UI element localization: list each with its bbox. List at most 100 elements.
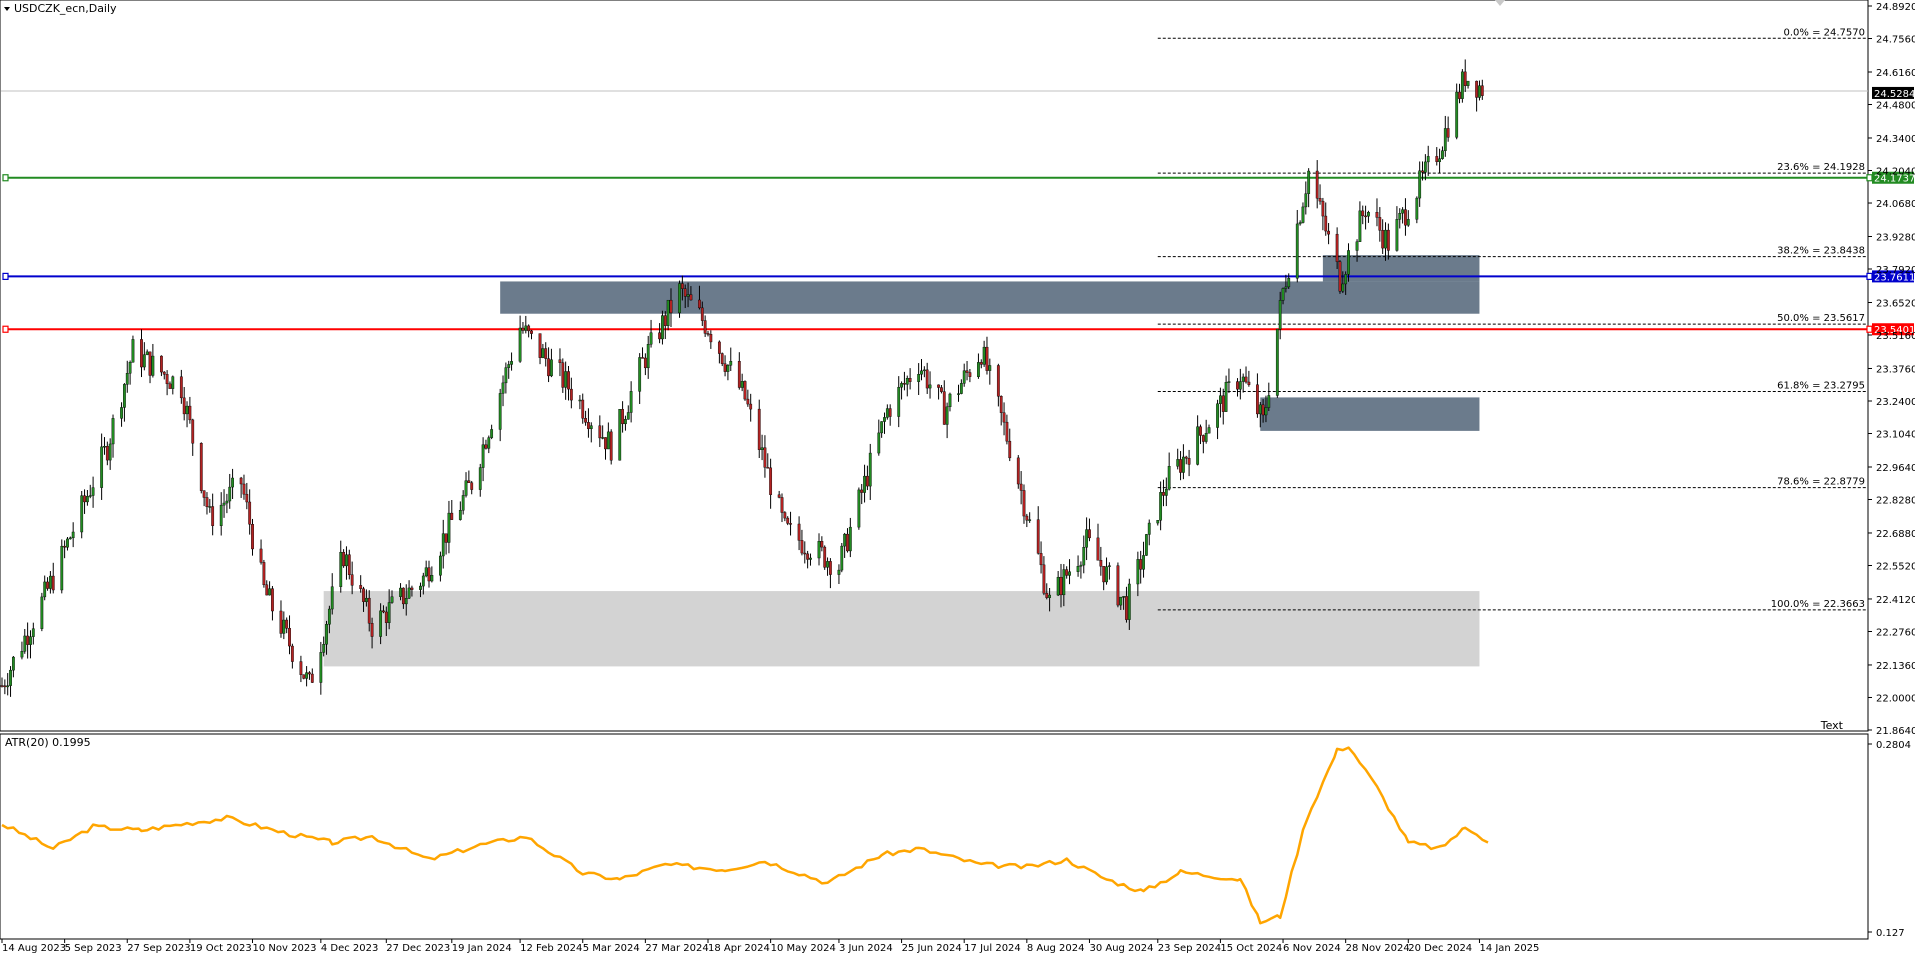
candle <box>840 542 844 573</box>
bull-candle-body <box>1119 596 1123 606</box>
candle <box>717 340 721 364</box>
bear-candle-body <box>279 610 283 634</box>
candle <box>646 335 650 379</box>
bull-candle-body <box>1415 197 1419 220</box>
bull-candle-body <box>424 567 428 577</box>
candle <box>709 330 713 349</box>
candle <box>179 369 183 404</box>
atr-panel-frame <box>0 733 1869 940</box>
bull-candle-body <box>507 364 511 368</box>
shift-marker-icon[interactable] <box>1495 0 1505 6</box>
candle <box>111 414 115 458</box>
line-handle-icon[interactable] <box>2 272 9 281</box>
bear-candle-body <box>310 673 314 683</box>
date-tick-label: 8 Aug 2024 <box>1027 943 1085 954</box>
candle <box>544 342 548 367</box>
candle <box>1238 368 1242 400</box>
bear-candle-body <box>940 387 943 392</box>
bear-candle-body <box>308 672 311 675</box>
date-tick-label: 10 May 2024 <box>771 943 836 954</box>
candle <box>1415 196 1419 224</box>
line-handle-icon[interactable] <box>1866 325 1873 333</box>
bear-candle-body <box>1199 426 1202 436</box>
date-tick-label: 5 Mar 2024 <box>583 943 640 954</box>
candle <box>1295 209 1299 283</box>
price-tick-label: 22.0000 <box>1876 693 1915 704</box>
bull-candle-body <box>419 585 422 590</box>
text-button[interactable]: Text <box>1820 719 1844 732</box>
bull-candle-body <box>6 685 10 688</box>
bull-candle-body <box>9 669 12 686</box>
bear-candle-body <box>1421 170 1424 173</box>
price-panel[interactable]: 0.0% = 24.7570 23.6% = 24.1928 38.2% = 23.… <box>0 0 1915 737</box>
bull-candle-body <box>883 417 886 422</box>
bull-candle-body <box>897 386 901 417</box>
price-tick-label: 23.9280 <box>1876 232 1915 243</box>
title-dropdown-icon[interactable] <box>4 7 10 11</box>
candle <box>1275 328 1279 398</box>
line-handle-icon[interactable] <box>2 174 9 182</box>
candle <box>940 384 943 394</box>
bear-candle-body <box>1139 559 1143 570</box>
candle <box>626 405 630 420</box>
candle <box>999 395 1003 426</box>
bull-candle-body <box>1204 433 1208 442</box>
candle <box>1156 520 1160 526</box>
candle <box>957 384 960 402</box>
bull-candle-body <box>20 651 24 658</box>
candle <box>60 539 64 594</box>
bear-candle-body <box>547 358 550 377</box>
atr-panel[interactable]: ATR(20) 0.1995 0.2804 0.127 <box>0 733 1911 940</box>
line-handle-icon[interactable] <box>2 325 9 333</box>
line-handle-icon[interactable] <box>1866 272 1873 281</box>
zone-rectangle[interactable] <box>500 281 1480 314</box>
candle <box>510 352 513 371</box>
bear-candle-body <box>581 399 585 419</box>
date-tick-label: 17 Jul 2024 <box>964 943 1021 954</box>
candle <box>817 533 821 566</box>
candle <box>165 370 169 396</box>
candle <box>777 490 781 499</box>
bull-candle-body <box>1144 534 1148 556</box>
bull-candle-body <box>1216 403 1219 428</box>
price-tag <box>1872 323 1914 336</box>
candle <box>464 472 468 498</box>
bear-candle-body <box>259 548 263 563</box>
zone-rectangle[interactable] <box>1260 397 1480 431</box>
bear-candle-body <box>285 619 289 629</box>
bear-candle-body <box>342 551 346 567</box>
candle <box>988 358 992 385</box>
bear-candle-body <box>191 419 195 444</box>
bull-candle-body <box>88 495 92 497</box>
bear-candle-body <box>199 443 203 491</box>
bear-candle-body <box>1458 91 1461 99</box>
candle <box>589 422 593 443</box>
bull-candle-body <box>387 602 391 623</box>
candle <box>1423 154 1427 181</box>
bull-candle-body <box>905 378 909 385</box>
candle <box>658 323 661 344</box>
line-handle-icon[interactable] <box>1866 174 1873 182</box>
candle <box>680 275 684 301</box>
bull-candle-body <box>1347 250 1350 275</box>
candle <box>698 285 701 310</box>
bear-candle-body <box>1378 217 1382 231</box>
bull-candle-body <box>478 467 482 490</box>
zone-rectangle[interactable] <box>323 591 1480 667</box>
candle <box>1139 550 1143 584</box>
bull-candle-body <box>1281 288 1285 301</box>
bull-candle-body <box>29 636 32 645</box>
candle <box>285 617 289 634</box>
bull-candle-body <box>501 382 505 394</box>
bull-candle-body <box>837 569 841 575</box>
bull-candle-body <box>948 393 952 408</box>
candle <box>407 580 411 600</box>
candle <box>1480 79 1484 100</box>
bear-candle-body <box>717 341 721 354</box>
price-tag-label: 23.5401 <box>1874 325 1915 336</box>
candle <box>467 470 471 483</box>
candle <box>550 348 553 378</box>
candle <box>1446 116 1450 142</box>
candle <box>1236 378 1239 397</box>
